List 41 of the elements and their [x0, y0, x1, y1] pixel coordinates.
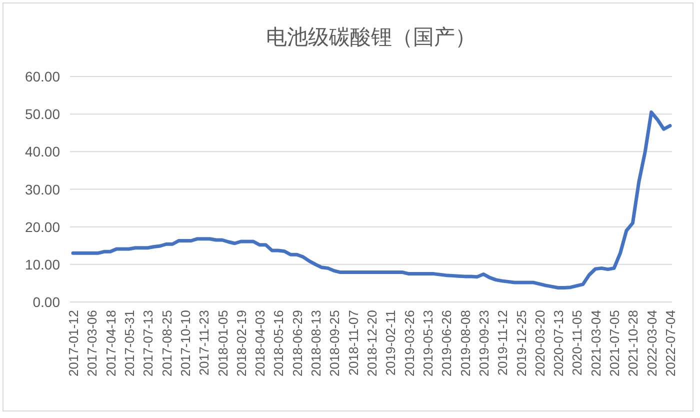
y-tick-label: 50.00 [24, 106, 60, 122]
x-tick-label: 2018-06-29 [290, 310, 305, 376]
y-tick-label: 10.00 [24, 256, 60, 272]
x-tick-label: 2017-10-10 [178, 310, 193, 376]
x-tick-label: 2021-07-05 [607, 310, 622, 376]
x-tick-label: 2019-02-11 [383, 310, 398, 376]
x-tick-label: 2021-10-28 [626, 310, 641, 376]
x-tick-label: 2022-03-04 [644, 310, 660, 376]
x-tick-label: 2018-09-25 [327, 310, 342, 376]
x-tick-label: 2019-09-23 [476, 310, 492, 376]
x-tick-label: 2017-11-23 [196, 310, 212, 376]
chart-title: 电池级碳酸锂（国产） [266, 26, 476, 49]
x-tick-label: 2017-05-31 [122, 310, 137, 376]
x-tick-label: 2017-03-06 [84, 310, 100, 376]
x-tick-label: 2020-07-13 [551, 310, 566, 376]
x-tick-label: 2022-07-04 [663, 310, 678, 376]
y-tick-label: 30.00 [24, 181, 60, 198]
y-tick-label: 40.00 [24, 144, 60, 160]
x-tick-label: 2018-05-16 [271, 310, 286, 376]
x-tick-label: 2019-05-13 [420, 310, 436, 376]
x-tick-label: 2017-01-12 [66, 310, 81, 376]
y-tick-label: 20.00 [24, 218, 60, 235]
x-tick-label: 2019-12-25 [514, 310, 529, 376]
x-tick-label: 2018-02-19 [234, 310, 249, 376]
x-tick-label: 2018-04-03 [252, 310, 268, 376]
x-tick-label: 2020-11-05 [570, 310, 585, 376]
x-tick-label: 2019-03-26 [402, 310, 417, 376]
x-tick-label: 2017-07-13 [140, 310, 156, 376]
x-tick-label: 2017-04-18 [103, 310, 118, 376]
x-tick-label: 2018-01-05 [215, 310, 230, 376]
x-tick-label: 2018-08-13 [308, 310, 324, 376]
x-tick-label: 2017-08-25 [159, 310, 174, 376]
y-tick-label: 0.00 [32, 294, 60, 310]
x-tick-label: 2019-11-12 [495, 310, 510, 376]
x-tick-label: 2018-12-20 [364, 310, 380, 376]
x-tick-label: 2018-11-07 [346, 310, 361, 376]
y-tick-label: 60.00 [24, 68, 60, 84]
x-tick-label: 2019-08-08 [458, 310, 473, 376]
x-tick-label: 2019-06-26 [439, 310, 454, 376]
x-tick-label: 2020-03-20 [532, 310, 548, 376]
x-tick-label: 2021-03-04 [588, 310, 604, 376]
